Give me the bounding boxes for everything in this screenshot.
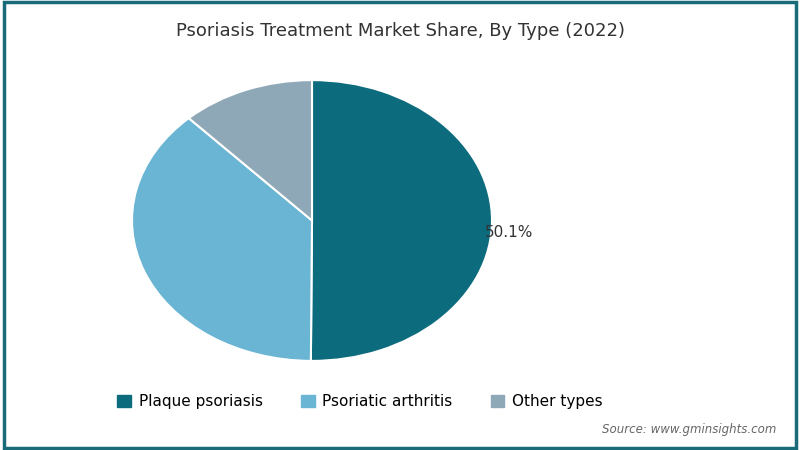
Legend: Plaque psoriasis, Psoriatic arthritis, Other types: Plaque psoriasis, Psoriatic arthritis, O…	[111, 388, 609, 415]
Text: 50.1%: 50.1%	[485, 225, 533, 239]
Wedge shape	[189, 80, 312, 220]
Wedge shape	[132, 118, 312, 361]
Text: Source: www.gminsights.com: Source: www.gminsights.com	[602, 423, 776, 436]
Text: Psoriasis Treatment Market Share, By Type (2022): Psoriasis Treatment Market Share, By Typ…	[175, 22, 625, 40]
Wedge shape	[311, 80, 492, 361]
